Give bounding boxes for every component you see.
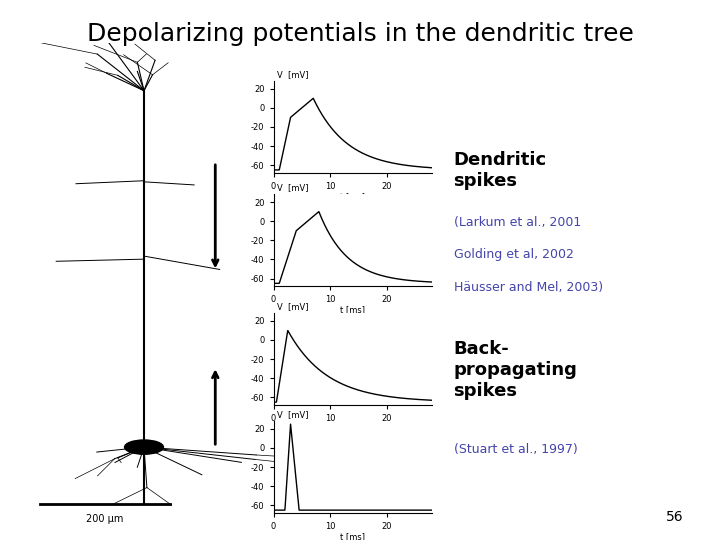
Text: (Stuart et al., 1997): (Stuart et al., 1997) xyxy=(454,443,577,456)
Circle shape xyxy=(125,440,163,454)
X-axis label: t [ms]: t [ms] xyxy=(341,532,365,540)
Text: (Larkum et al., 2001: (Larkum et al., 2001 xyxy=(454,216,581,229)
Text: V  [mV]: V [mV] xyxy=(276,184,308,193)
Text: Back-
propagating
spikes: Back- propagating spikes xyxy=(454,340,577,400)
X-axis label: t [ms]: t [ms] xyxy=(341,192,365,201)
Text: V  [mV]: V [mV] xyxy=(276,302,308,312)
Text: 56: 56 xyxy=(667,510,684,524)
Text: V  [mV]: V [mV] xyxy=(276,70,308,79)
Text: Häusser and Mel, 2003): Häusser and Mel, 2003) xyxy=(454,281,603,294)
Text: Dendritic
spikes: Dendritic spikes xyxy=(454,151,546,190)
Text: V  [mV]: V [mV] xyxy=(276,410,308,420)
X-axis label: t [ms]: t [ms] xyxy=(341,424,365,434)
Text: 200 μm: 200 μm xyxy=(86,514,124,524)
X-axis label: t [ms]: t [ms] xyxy=(341,306,365,315)
Text: Golding et al, 2002: Golding et al, 2002 xyxy=(454,248,573,261)
Text: Depolarizing potentials in the dendritic tree: Depolarizing potentials in the dendritic… xyxy=(86,22,634,45)
